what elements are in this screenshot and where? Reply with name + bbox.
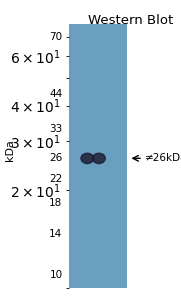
Text: 70: 70 <box>49 32 62 42</box>
Text: ≠26kDa: ≠26kDa <box>145 153 181 163</box>
Text: 26: 26 <box>49 153 62 163</box>
Text: 33: 33 <box>49 124 62 134</box>
Text: 22: 22 <box>49 174 62 184</box>
Text: 44: 44 <box>49 89 62 99</box>
Ellipse shape <box>81 153 94 164</box>
Text: kDa: kDa <box>5 139 15 161</box>
Text: Western Blot: Western Blot <box>88 14 173 26</box>
Text: 18: 18 <box>49 198 62 208</box>
Text: 14: 14 <box>49 229 62 239</box>
Text: 10: 10 <box>49 270 62 280</box>
Ellipse shape <box>92 153 105 164</box>
